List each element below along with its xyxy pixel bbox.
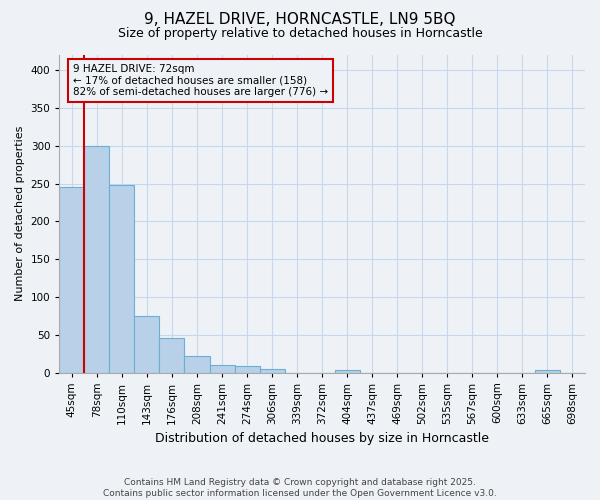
Bar (160, 338, 184, 372)
X-axis label: Distribution of detached houses by size in Horncastle: Distribution of detached houses by size … (155, 432, 489, 445)
Y-axis label: Number of detached properties: Number of detached properties (15, 126, 25, 302)
Bar (109, 185, 134, 372)
Bar (134, 316, 160, 372)
Bar (235, 366, 260, 372)
Bar (535, 370, 560, 372)
Bar (260, 368, 284, 372)
Bar (335, 370, 360, 372)
Bar (59, 188, 85, 372)
Bar (184, 356, 209, 372)
Text: 9, HAZEL DRIVE, HORNCASTLE, LN9 5BQ: 9, HAZEL DRIVE, HORNCASTLE, LN9 5BQ (144, 12, 456, 28)
Text: Contains HM Land Registry data © Crown copyright and database right 2025.
Contai: Contains HM Land Registry data © Crown c… (103, 478, 497, 498)
Text: Size of property relative to detached houses in Horncastle: Size of property relative to detached ho… (118, 28, 482, 40)
Text: 9 HAZEL DRIVE: 72sqm
← 17% of detached houses are smaller (158)
82% of semi-deta: 9 HAZEL DRIVE: 72sqm ← 17% of detached h… (73, 64, 328, 98)
Bar (85, 146, 109, 372)
Bar (209, 365, 235, 372)
